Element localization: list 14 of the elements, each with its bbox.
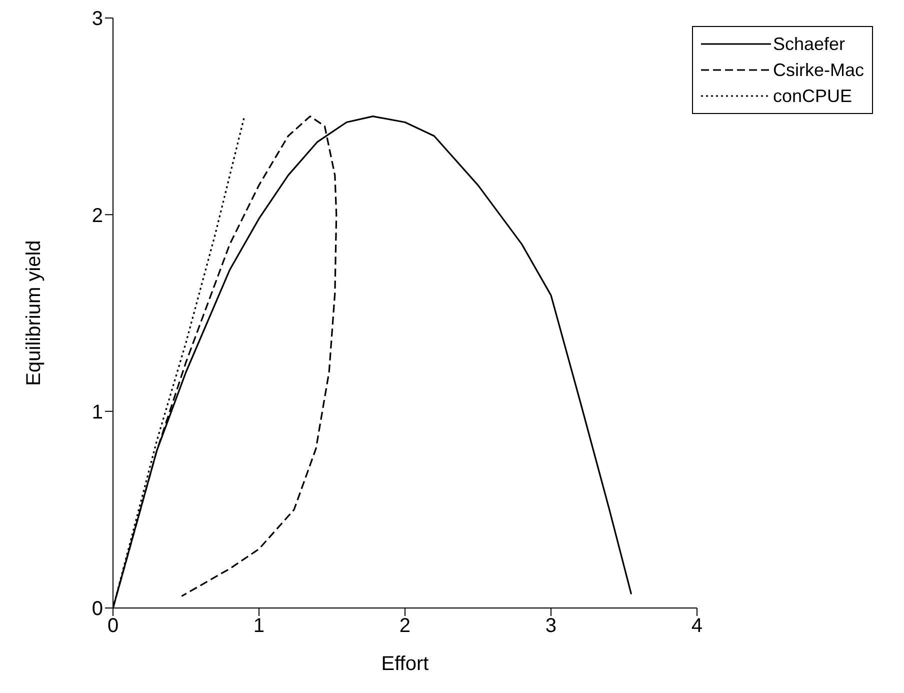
x-axis-title: Effort [381, 653, 430, 675]
y-axis-title: Equilibrium yield [23, 240, 46, 386]
y-tick-label: 1 [92, 401, 103, 424]
legend-label: conCPUE [772, 86, 852, 106]
x-tick-label: 1 [253, 615, 265, 638]
x-tick-label: 3 [545, 615, 557, 638]
y-tick-label: 3 [92, 8, 103, 30]
x-tick-label: 0 [107, 615, 119, 638]
y-tick-label: 2 [92, 204, 103, 227]
y-tick-label: 0 [92, 598, 103, 620]
legend-label: Schaefer [772, 34, 846, 54]
legend-label: Csirke-Mac [772, 60, 864, 80]
x-tick-label: 4 [691, 615, 703, 638]
x-tick-label: 2 [399, 615, 411, 638]
